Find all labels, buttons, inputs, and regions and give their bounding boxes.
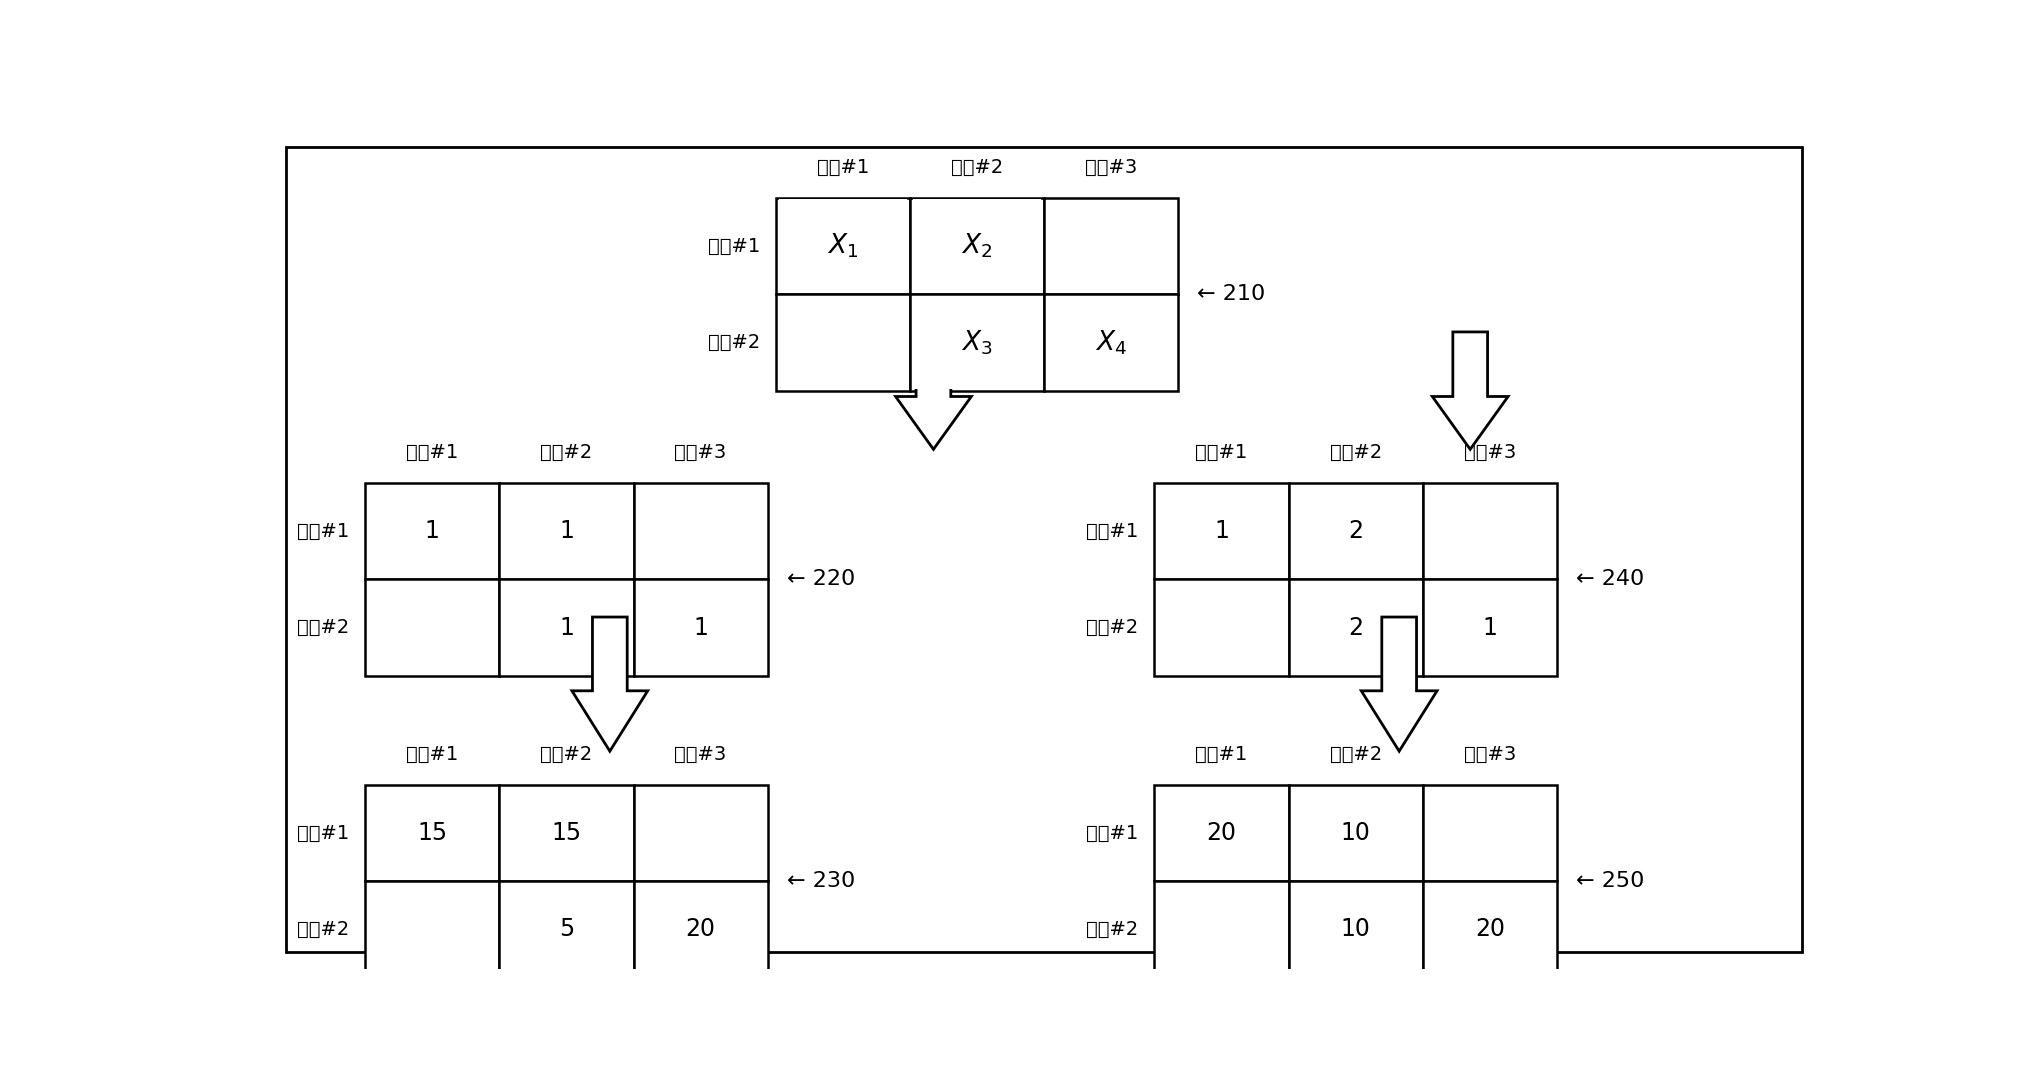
Text: 1: 1 [1483, 615, 1497, 639]
Text: 机器#3: 机器#3 [674, 443, 727, 462]
Text: 机器#1: 机器#1 [405, 443, 458, 462]
Text: 1: 1 [558, 519, 574, 543]
Text: 工艺#1: 工艺#1 [707, 236, 760, 256]
Text: 工艺#1: 工艺#1 [297, 522, 350, 540]
Text: 机器#2: 机器#2 [951, 158, 1002, 176]
Text: 机器#1: 机器#1 [405, 745, 458, 763]
Text: 工艺#1: 工艺#1 [297, 823, 350, 843]
Polygon shape [572, 617, 648, 751]
Bar [1422, 881, 1556, 978]
Text: ← 210: ← 210 [1198, 284, 1265, 304]
Bar [634, 785, 768, 881]
Text: $X_4$: $X_4$ [1096, 328, 1126, 357]
Text: 机器#2: 机器#2 [1330, 443, 1381, 462]
Polygon shape [1432, 332, 1507, 450]
Text: ← 220: ← 220 [786, 570, 856, 589]
Bar [365, 881, 499, 978]
Bar [1422, 482, 1556, 579]
Bar [776, 294, 911, 391]
Bar [778, 199, 906, 293]
Text: 工艺#2: 工艺#2 [1086, 619, 1139, 637]
Text: 机器#3: 机器#3 [674, 745, 727, 763]
Text: 10: 10 [1340, 917, 1371, 941]
Bar [365, 785, 499, 881]
Text: 20: 20 [1206, 821, 1236, 845]
Text: 机器#1: 机器#1 [1196, 443, 1249, 462]
Text: $X_1$: $X_1$ [827, 232, 858, 260]
Bar [1289, 785, 1422, 881]
Text: 20: 20 [1475, 917, 1505, 941]
Bar [499, 785, 634, 881]
Bar [1422, 785, 1556, 881]
Text: 10: 10 [1340, 821, 1371, 845]
Bar [1289, 579, 1422, 675]
Bar [1289, 881, 1422, 978]
Bar [365, 482, 499, 579]
Text: 工艺#1: 工艺#1 [1086, 522, 1139, 540]
Text: 机器#3: 机器#3 [1465, 745, 1516, 763]
Text: 机器#2: 机器#2 [540, 443, 593, 462]
Text: 5: 5 [558, 917, 574, 941]
Text: 1: 1 [558, 615, 574, 639]
Bar [1045, 198, 1177, 294]
Bar [634, 482, 768, 579]
Bar [499, 881, 634, 978]
Bar [1289, 482, 1422, 579]
Bar [913, 296, 1041, 389]
Text: $X_2$: $X_2$ [964, 233, 990, 259]
Bar [911, 198, 1043, 294]
Text: ← 250: ← 250 [1577, 871, 1644, 891]
Bar [1047, 296, 1175, 389]
Text: 1: 1 [1214, 519, 1228, 543]
Bar [913, 199, 1041, 293]
Bar [634, 579, 768, 675]
Text: $X_4$: $X_4$ [1096, 329, 1124, 355]
Text: 工艺#2: 工艺#2 [1086, 920, 1139, 939]
Bar [1155, 881, 1289, 978]
Text: 1: 1 [426, 519, 440, 543]
Text: 20: 20 [686, 917, 715, 941]
Bar [1155, 785, 1289, 881]
Text: 1: 1 [693, 615, 709, 639]
Text: 工艺#2: 工艺#2 [297, 619, 350, 637]
Bar [499, 579, 634, 675]
Text: ← 240: ← 240 [1577, 570, 1644, 589]
Bar [365, 579, 499, 675]
Bar [634, 881, 768, 978]
Text: $X_1$: $X_1$ [829, 233, 858, 259]
Polygon shape [1361, 617, 1436, 751]
Text: 机器#1: 机器#1 [1196, 745, 1249, 763]
Text: 机器#1: 机器#1 [817, 158, 870, 176]
Bar [911, 294, 1043, 391]
Text: 机器#2: 机器#2 [1330, 745, 1381, 763]
Text: $X_2$: $X_2$ [961, 232, 992, 260]
Text: ← 230: ← 230 [786, 871, 856, 891]
Text: 机器#3: 机器#3 [1086, 158, 1137, 176]
Text: 机器#2: 机器#2 [540, 745, 593, 763]
Bar [1155, 579, 1289, 675]
Text: 工艺#2: 工艺#2 [707, 333, 760, 352]
Text: $X_3$: $X_3$ [961, 328, 992, 357]
Bar [1155, 482, 1289, 579]
Text: 2: 2 [1348, 519, 1363, 543]
Text: 15: 15 [552, 821, 581, 845]
Bar [499, 482, 634, 579]
Text: $X_3$: $X_3$ [964, 329, 992, 355]
Text: 机器#3: 机器#3 [1465, 443, 1516, 462]
Bar [776, 198, 911, 294]
Bar [1045, 294, 1177, 391]
Text: 2: 2 [1348, 615, 1363, 639]
Polygon shape [896, 332, 972, 450]
Text: 15: 15 [418, 821, 448, 845]
Text: 工艺#2: 工艺#2 [297, 920, 350, 939]
Bar [1422, 579, 1556, 675]
Text: 工艺#1: 工艺#1 [1086, 823, 1139, 843]
